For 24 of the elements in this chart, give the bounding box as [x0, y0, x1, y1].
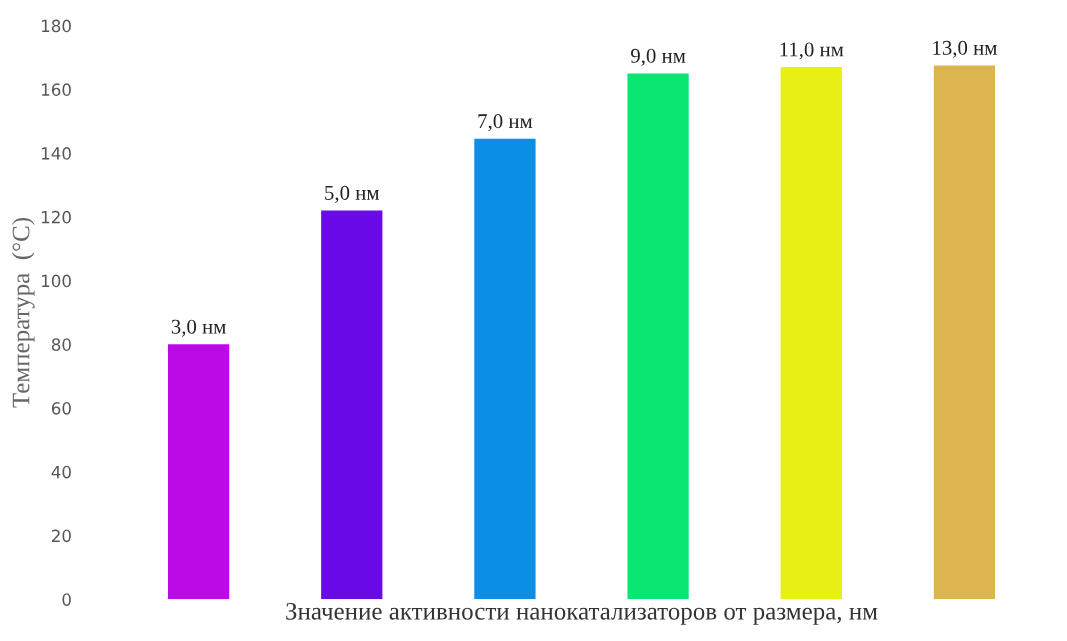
y-tick-label: 140 [42, 147, 71, 160]
y-tick-label: 80 [51, 338, 71, 351]
y-tick-label: 0 [62, 593, 71, 606]
x-tick-label: 7,0 нм [478, 114, 533, 132]
x-axis-title: Значение активности нанокатализаторов от размера, нм [286, 602, 878, 625]
x-tick-label: 13,0 нм [933, 40, 997, 58]
y-tick-label: 180 [42, 19, 71, 33]
x-tick-label: 3,0 нм [171, 319, 226, 337]
y-tick-label: 40 [51, 465, 71, 479]
x-tick-label: 5,0 нм [325, 185, 380, 203]
y-tick-label: 100 [42, 274, 71, 288]
bar [321, 210, 383, 600]
bar [167, 344, 230, 600]
bar [933, 65, 996, 600]
y-tick-label: 60 [51, 402, 71, 415]
bar [474, 138, 536, 600]
x-tick-label: 11,0 нм [780, 42, 844, 60]
y-axis-title: Температура (°С) [11, 218, 35, 408]
bar [780, 67, 842, 600]
y-tick-label: 160 [42, 83, 71, 96]
y-tick-label: 120 [42, 210, 71, 224]
y-tick-label: 20 [51, 529, 71, 543]
x-tick-label: 9,0 нм [630, 48, 686, 66]
bar [627, 73, 689, 600]
